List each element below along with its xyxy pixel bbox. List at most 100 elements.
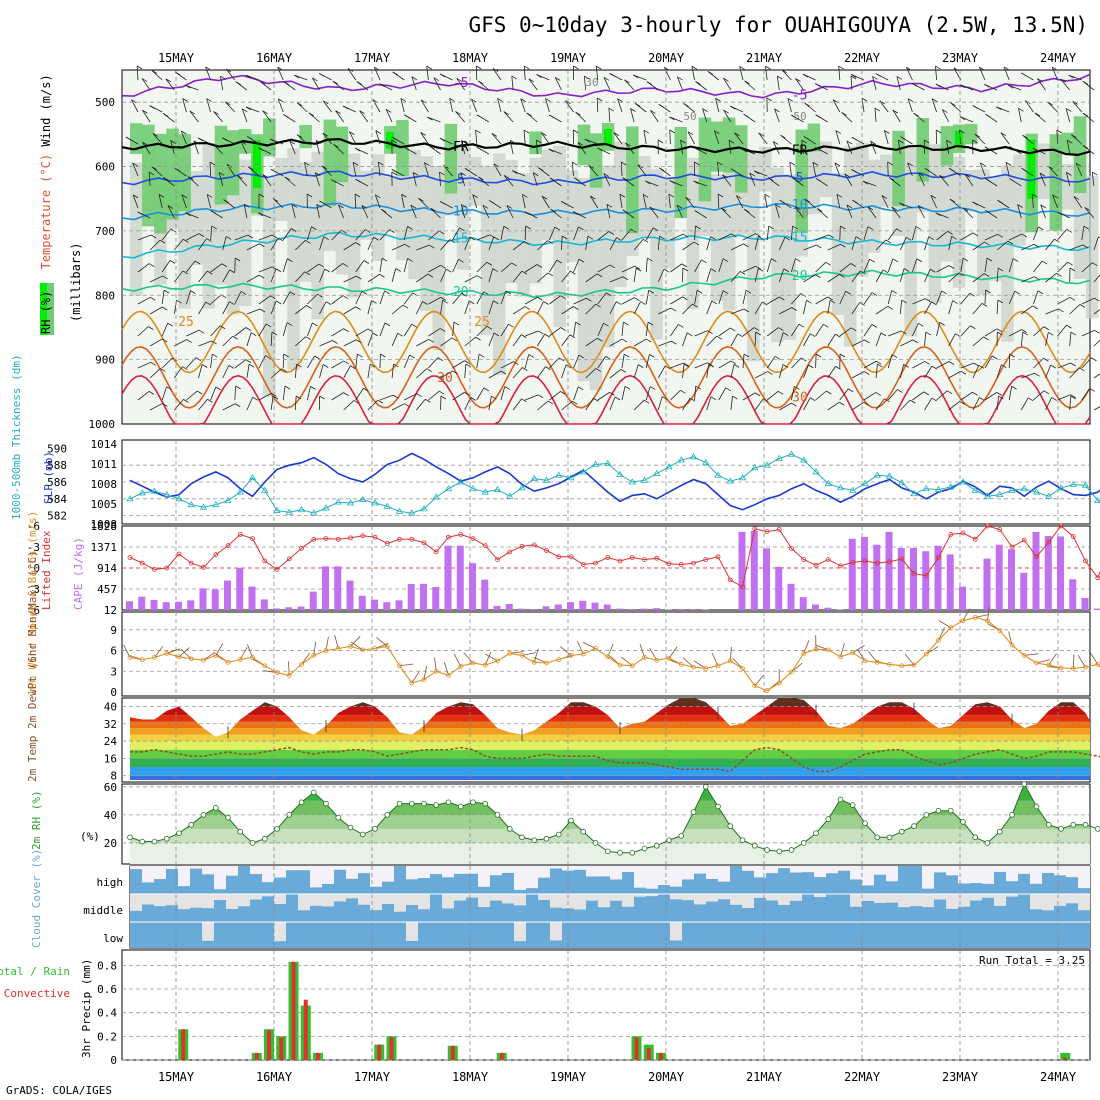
wind-barb-flag bbox=[1067, 139, 1073, 144]
wind-barb bbox=[452, 360, 465, 369]
cape-bar bbox=[505, 604, 513, 610]
wind-barb-flag bbox=[372, 332, 378, 337]
cape-bar bbox=[750, 530, 758, 610]
lifted-index-point bbox=[556, 554, 562, 560]
wind-barb bbox=[282, 353, 285, 369]
wind-barb bbox=[573, 354, 580, 369]
wind-barb bbox=[1036, 78, 1046, 91]
wind-barb-flag bbox=[573, 129, 579, 134]
wind-barb bbox=[361, 205, 369, 219]
lifted-index-point bbox=[323, 536, 329, 541]
wind-barb bbox=[1005, 162, 1010, 177]
wind10-point bbox=[985, 618, 990, 624]
wind-barb bbox=[936, 322, 941, 337]
wind-barb bbox=[161, 290, 165, 305]
wind-barb bbox=[875, 305, 889, 315]
wind-barb-flag bbox=[182, 270, 189, 275]
wind-barb-flag bbox=[445, 268, 452, 273]
li-tick: 3 bbox=[33, 583, 40, 596]
wind-barb bbox=[491, 133, 502, 145]
wind-barb-flag bbox=[195, 357, 202, 361]
wind-barb bbox=[210, 354, 213, 369]
wind-barb-flag bbox=[312, 77, 318, 82]
wind-barb bbox=[984, 328, 998, 337]
lifted-index-point bbox=[299, 546, 304, 551]
wind-barb-flag bbox=[1060, 78, 1066, 83]
wind-barb-flag bbox=[714, 130, 720, 135]
wind-barb bbox=[520, 98, 526, 113]
wind-barb bbox=[597, 392, 610, 401]
lifted-index-point bbox=[642, 557, 647, 562]
wind-barb-flag bbox=[247, 136, 253, 140]
rh-gray-cell bbox=[601, 165, 615, 348]
wind-barb bbox=[960, 325, 971, 337]
wind-barb-flag bbox=[692, 303, 698, 308]
wind-barb-flag bbox=[809, 333, 816, 338]
wind-barb-flag bbox=[136, 65, 143, 70]
wind-barb-flag bbox=[1094, 297, 1100, 302]
wind-tick: 3 bbox=[110, 665, 117, 678]
wind10-point bbox=[813, 646, 819, 652]
wind-barb bbox=[476, 291, 485, 305]
wind-barb-flag bbox=[321, 165, 328, 170]
wind-barb bbox=[270, 368, 282, 379]
wind-label: Wind (m/s) bbox=[39, 74, 53, 146]
wind-barb-flag bbox=[912, 339, 919, 344]
wind-barb bbox=[657, 365, 666, 379]
wind-barb bbox=[948, 300, 954, 315]
wind-barb-flag bbox=[743, 353, 750, 358]
wind-barb bbox=[456, 78, 466, 91]
wind-barb bbox=[851, 302, 861, 315]
wind-barb bbox=[373, 67, 381, 81]
wind-barb bbox=[573, 258, 580, 273]
wind-barb bbox=[379, 394, 394, 401]
wind-barb-flag bbox=[284, 176, 290, 181]
cloud-clear-cell bbox=[886, 866, 898, 882]
wind-barb-flag bbox=[323, 236, 329, 241]
wind-barb bbox=[503, 175, 514, 187]
wind-barb-flag bbox=[205, 66, 211, 71]
wind-barb bbox=[1069, 367, 1080, 379]
wind-barb-flag bbox=[1021, 329, 1027, 333]
lifted-index-point bbox=[286, 556, 292, 562]
pressure-tick: 600 bbox=[95, 161, 115, 174]
wind-barb bbox=[149, 403, 163, 411]
isotherm-label: -5 bbox=[453, 76, 469, 91]
wind-barb-flag bbox=[404, 243, 411, 248]
wind10-point bbox=[948, 625, 954, 631]
wind-barb-flag bbox=[521, 270, 528, 275]
cape-bar bbox=[603, 604, 611, 610]
wind-barb-flag bbox=[614, 396, 621, 401]
wind-barb-flag bbox=[780, 134, 786, 139]
wind-barb-flag bbox=[317, 293, 323, 298]
wind-barb-flag bbox=[476, 65, 482, 70]
rh2m-point bbox=[935, 807, 942, 814]
wind-barb bbox=[428, 230, 440, 241]
wind-barb-flag bbox=[950, 102, 956, 106]
wind-barb-flag bbox=[237, 175, 243, 179]
wind-barb bbox=[609, 396, 616, 411]
thickness-point bbox=[1069, 480, 1077, 487]
wind-barb bbox=[907, 162, 913, 177]
isotherm-label: 20 bbox=[792, 269, 808, 284]
wind-barb bbox=[1047, 101, 1058, 113]
wind-barb-flag bbox=[350, 365, 356, 370]
wind-barb-flag bbox=[556, 259, 563, 264]
wind-barb-flag bbox=[683, 363, 690, 368]
wind-barb bbox=[1021, 243, 1035, 251]
cloud-clear-cell bbox=[406, 866, 418, 880]
wind-barb bbox=[151, 70, 163, 81]
wind-barb bbox=[476, 326, 488, 337]
wind-barb bbox=[304, 162, 308, 177]
wind-barb bbox=[488, 300, 494, 315]
wind-barb bbox=[1051, 66, 1058, 81]
rh2m-point bbox=[163, 835, 170, 842]
wind-barb-flag bbox=[739, 66, 745, 70]
wind-barb bbox=[996, 396, 999, 411]
wind-barb bbox=[577, 142, 587, 155]
wind-barb bbox=[331, 229, 342, 241]
wind-barb-flag bbox=[460, 172, 466, 176]
rh-gray-cell bbox=[565, 170, 579, 262]
wind-barb-flag bbox=[755, 331, 761, 336]
